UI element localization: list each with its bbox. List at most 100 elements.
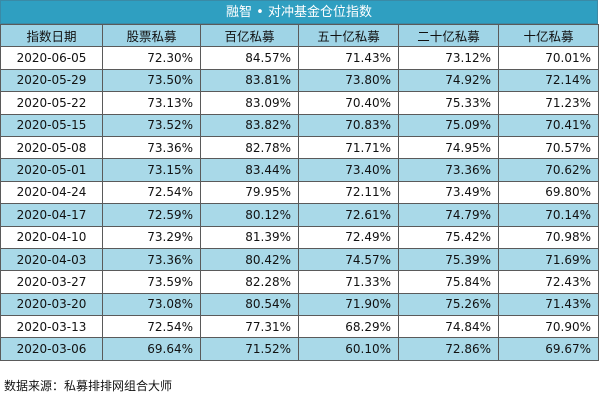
one-billion-cell: 70.41% <box>498 113 599 137</box>
column-header-1b: 十亿私募 <box>498 23 599 48</box>
two-billion-cell: 74.95% <box>398 135 499 160</box>
five-billion-cell: 70.40% <box>298 91 399 115</box>
five-billion-cell: 60.10% <box>298 337 399 361</box>
stock-private-cell: 72.54% <box>102 180 201 205</box>
stock-private-cell: 73.52% <box>102 113 201 137</box>
five-billion-cell: 71.33% <box>298 270 399 294</box>
table-row: 2020-05-29 73.50% 83.81% 73.80% 74.92% 72.14% <box>0 68 599 93</box>
date-cell: 2020-04-10 <box>0 225 103 249</box>
one-billion-cell: 71.43% <box>498 292 599 317</box>
five-billion-cell: 74.57% <box>298 247 399 272</box>
two-billion-cell: 74.84% <box>398 315 499 339</box>
two-billion-cell: 75.09% <box>398 113 499 137</box>
date-cell: 2020-03-13 <box>0 315 103 339</box>
table-row: 2020-03-27 73.59% 82.28% 71.33% 75.84% 72.43% <box>0 270 599 294</box>
table-row: 2020-04-24 72.54% 79.95% 72.11% 73.49% 69.80% <box>0 180 599 205</box>
date-cell: 2020-04-24 <box>0 180 103 205</box>
five-billion-cell: 71.71% <box>298 135 399 160</box>
one-billion-cell: 72.14% <box>498 68 599 93</box>
stock-private-cell: 73.29% <box>102 225 201 249</box>
two-billion-cell: 75.26% <box>398 292 499 317</box>
table-row: 2020-05-15 73.52% 83.82% 70.83% 75.09% 70.41% <box>0 113 599 137</box>
two-billion-cell: 73.12% <box>398 46 499 70</box>
ten-billion-cell: 79.95% <box>200 180 299 205</box>
ten-billion-cell: 83.81% <box>200 68 299 93</box>
one-billion-cell: 70.90% <box>498 315 599 339</box>
ten-billion-cell: 71.52% <box>200 337 299 361</box>
five-billion-cell: 68.29% <box>298 315 399 339</box>
table-row: 2020-05-22 73.13% 83.09% 70.40% 75.33% 71.23% <box>0 91 599 115</box>
one-billion-cell: 71.23% <box>498 91 599 115</box>
five-billion-cell: 71.90% <box>298 292 399 317</box>
ten-billion-cell: 83.09% <box>200 91 299 115</box>
ten-billion-cell: 77.31% <box>200 315 299 339</box>
five-billion-cell: 71.43% <box>298 46 399 70</box>
stock-private-cell: 73.08% <box>102 292 201 317</box>
table-title: 融智 • 对冲基金仓位指数 <box>0 0 598 24</box>
stock-private-cell: 72.30% <box>102 46 201 70</box>
stock-private-cell: 73.36% <box>102 247 201 272</box>
table-row: 2020-03-13 72.54% 77.31% 68.29% 74.84% 70.90% <box>0 315 599 339</box>
table-row: 2020-04-03 73.36% 80.42% 74.57% 75.39% 71.69% <box>0 247 599 272</box>
column-header-5b: 五十亿私募 <box>298 23 399 48</box>
two-billion-cell: 75.84% <box>398 270 499 294</box>
date-cell: 2020-03-27 <box>0 270 103 294</box>
stock-private-cell: 69.64% <box>102 337 201 361</box>
one-billion-cell: 70.98% <box>498 225 599 249</box>
five-billion-cell: 73.40% <box>298 158 399 182</box>
header-row: 指数日期 股票私募 百亿私募 五十亿私募 二十亿私募 十亿私募 <box>0 23 599 48</box>
stock-private-cell: 73.50% <box>102 68 201 93</box>
ten-billion-cell: 83.82% <box>200 113 299 137</box>
two-billion-cell: 74.92% <box>398 68 499 93</box>
column-header-stock-private: 股票私募 <box>102 23 201 48</box>
five-billion-cell: 72.11% <box>298 180 399 205</box>
table-row: 2020-04-17 72.59% 80.12% 72.61% 74.79% 70.14% <box>0 203 599 227</box>
one-billion-cell: 72.43% <box>498 270 599 294</box>
one-billion-cell: 69.80% <box>498 180 599 205</box>
date-cell: 2020-05-22 <box>0 91 103 115</box>
ten-billion-cell: 80.54% <box>200 292 299 317</box>
two-billion-cell: 75.42% <box>398 225 499 249</box>
stock-private-cell: 73.13% <box>102 91 201 115</box>
two-billion-cell: 73.49% <box>398 180 499 205</box>
two-billion-cell: 75.33% <box>398 91 499 115</box>
one-billion-cell: 69.67% <box>498 337 599 361</box>
date-cell: 2020-03-06 <box>0 337 103 361</box>
date-cell: 2020-05-08 <box>0 135 103 160</box>
date-cell: 2020-05-15 <box>0 113 103 137</box>
ten-billion-cell: 80.42% <box>200 247 299 272</box>
data-source-note: 数据来源：私募排排网组合大师 <box>4 379 173 393</box>
ten-billion-cell: 82.78% <box>200 135 299 160</box>
one-billion-cell: 70.01% <box>498 46 599 70</box>
one-billion-cell: 70.62% <box>498 158 599 182</box>
date-cell: 2020-05-01 <box>0 158 103 182</box>
five-billion-cell: 72.61% <box>298 203 399 227</box>
table-row: 2020-04-10 73.29% 81.39% 72.49% 75.42% 70.98% <box>0 225 599 249</box>
ten-billion-cell: 83.44% <box>200 158 299 182</box>
ten-billion-cell: 80.12% <box>200 203 299 227</box>
table-row: 2020-03-06 69.64% 71.52% 60.10% 72.86% 69.67% <box>0 337 599 361</box>
column-header-2b: 二十亿私募 <box>398 23 499 48</box>
two-billion-cell: 73.36% <box>398 158 499 182</box>
table-row: 2020-05-01 73.15% 83.44% 73.40% 73.36% 70.62% <box>0 158 599 182</box>
table-body: 2020-06-05 72.30% 84.57% 71.43% 73.12% 70.01%… <box>0 46 599 361</box>
stock-private-cell: 72.59% <box>102 203 201 227</box>
two-billion-cell: 72.86% <box>398 337 499 361</box>
two-billion-cell: 75.39% <box>398 247 499 272</box>
five-billion-cell: 72.49% <box>298 225 399 249</box>
column-header-10b: 百亿私募 <box>200 23 299 48</box>
position-index-table: 指数日期 股票私募 百亿私募 五十亿私募 二十亿私募 十亿私募 2020-06-… <box>0 23 599 361</box>
column-header-date: 指数日期 <box>0 23 103 48</box>
one-billion-cell: 70.14% <box>498 203 599 227</box>
two-billion-cell: 74.79% <box>398 203 499 227</box>
date-cell: 2020-06-05 <box>0 46 103 70</box>
stock-private-cell: 73.36% <box>102 135 201 160</box>
stock-private-cell: 73.15% <box>102 158 201 182</box>
five-billion-cell: 73.80% <box>298 68 399 93</box>
table-row: 2020-05-08 73.36% 82.78% 71.71% 74.95% 70.57% <box>0 135 599 160</box>
table-row: 2020-06-05 72.30% 84.57% 71.43% 73.12% 70.01% <box>0 46 599 70</box>
date-cell: 2020-04-17 <box>0 203 103 227</box>
date-cell: 2020-03-20 <box>0 292 103 317</box>
date-cell: 2020-04-03 <box>0 247 103 272</box>
